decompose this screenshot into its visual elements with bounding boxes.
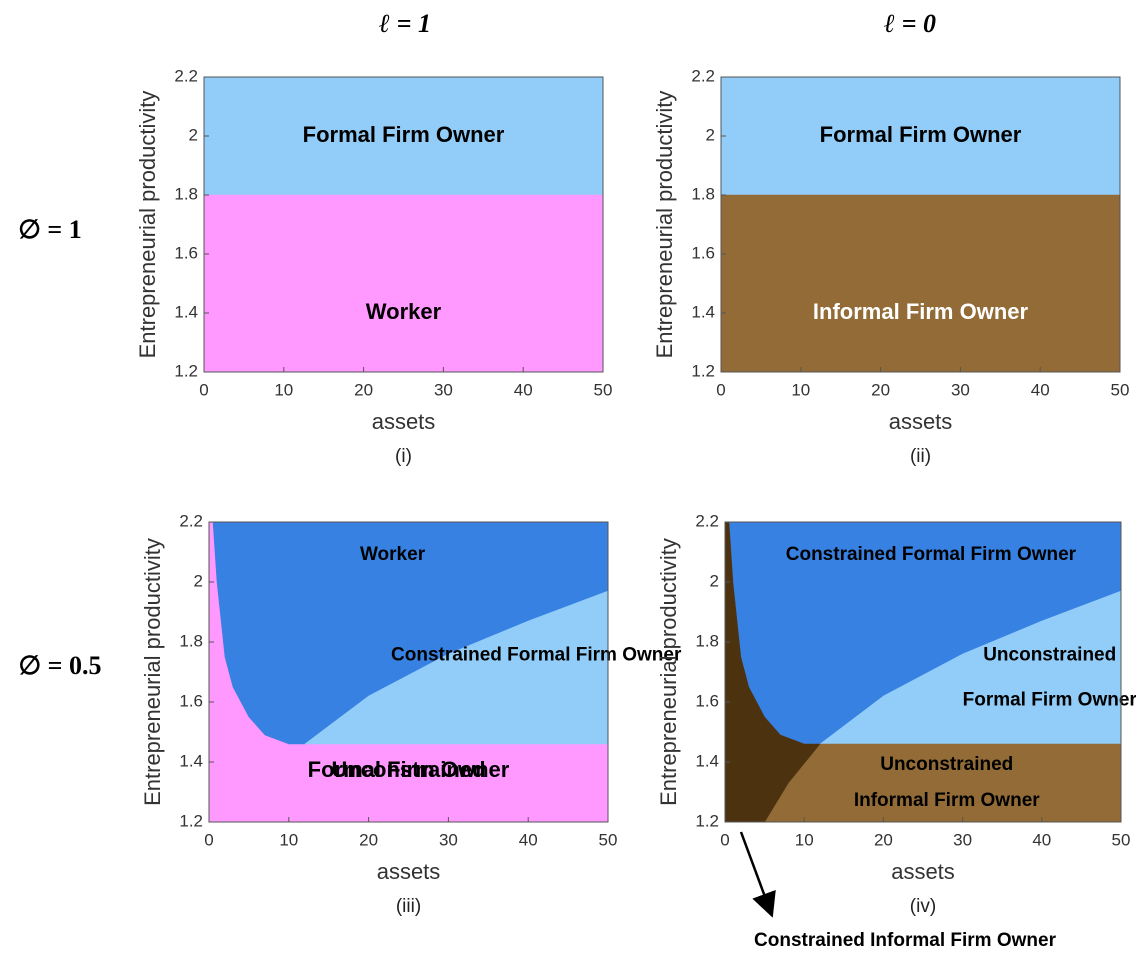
x-tick-label: 10 bbox=[791, 380, 810, 399]
x-tick-label: 20 bbox=[874, 830, 893, 849]
y-axis-label: Entrepreneurial productivity bbox=[140, 538, 165, 806]
row-label: ∅ = 0.5 bbox=[19, 651, 102, 680]
panel-caption: (iv) bbox=[910, 896, 936, 917]
y-tick-label: 1.8 bbox=[179, 631, 203, 650]
annotation-arrow bbox=[739, 831, 776, 918]
x-tick-label: 20 bbox=[359, 830, 378, 849]
plot-frame bbox=[203, 76, 604, 373]
panel-caption: (iii) bbox=[396, 896, 421, 917]
x-tick-label: 10 bbox=[795, 830, 814, 849]
region-label: Unconstrained bbox=[331, 757, 485, 782]
x-tick-label: 0 bbox=[204, 830, 213, 849]
x-tick-label: 50 bbox=[1112, 830, 1131, 849]
y-tick-label: 1.2 bbox=[174, 361, 198, 380]
x-axis-label: assets bbox=[372, 409, 436, 434]
region-label: Formal Firm Owner bbox=[820, 122, 1022, 147]
x-tick-label: 40 bbox=[519, 830, 538, 849]
y-tick-label: 2 bbox=[706, 125, 715, 144]
x-tick-label: 30 bbox=[953, 830, 972, 849]
y-tick-label: 1.4 bbox=[179, 751, 203, 770]
y-axis-label: Entrepreneurial productivity bbox=[135, 91, 160, 359]
x-tick-label: 40 bbox=[1031, 380, 1050, 399]
region-label: Unconstrained bbox=[880, 754, 1013, 775]
x-tick-label: 20 bbox=[354, 380, 373, 399]
plot-frame bbox=[208, 521, 609, 823]
plot-frame bbox=[724, 521, 1122, 823]
y-tick-label: 2 bbox=[710, 571, 719, 590]
y-tick-label: 2 bbox=[189, 125, 198, 144]
region-label: Worker bbox=[360, 544, 426, 565]
x-tick-label: 10 bbox=[274, 380, 293, 399]
region-label: Unconstrained bbox=[983, 645, 1116, 666]
plot-frame bbox=[720, 76, 1121, 373]
y-tick-label: 2.2 bbox=[691, 66, 715, 85]
x-tick-label: 40 bbox=[1032, 830, 1051, 849]
x-tick-label: 40 bbox=[514, 380, 533, 399]
x-tick-label: 10 bbox=[279, 830, 298, 849]
column-label: ℓ = 0 bbox=[884, 9, 936, 38]
y-tick-label: 1.2 bbox=[691, 361, 715, 380]
x-axis-label: assets bbox=[891, 859, 955, 884]
panel-caption: (i) bbox=[395, 446, 412, 467]
y-tick-label: 1.8 bbox=[691, 184, 715, 203]
y-tick-label: 1.4 bbox=[691, 302, 715, 321]
x-tick-label: 0 bbox=[199, 380, 208, 399]
y-tick-label: 1.2 bbox=[695, 811, 719, 830]
y-tick-label: 2.2 bbox=[174, 66, 198, 85]
y-tick-label: 1.2 bbox=[179, 811, 203, 830]
y-tick-label: 2.2 bbox=[695, 511, 719, 530]
region-label: Constrained Formal Firm Owner bbox=[391, 645, 682, 666]
y-tick-label: 1.6 bbox=[179, 691, 203, 710]
x-axis-label: assets bbox=[889, 409, 953, 434]
x-tick-label: 30 bbox=[951, 380, 970, 399]
column-label: ℓ = 1 bbox=[379, 9, 431, 38]
y-axis-label: Entrepreneurial productivity bbox=[656, 538, 681, 806]
annotation: Constrained Informal Firm Owner bbox=[754, 930, 1057, 951]
region-label: Formal Firm Owner bbox=[308, 757, 510, 782]
y-tick-label: 1.8 bbox=[695, 631, 719, 650]
x-tick-label: 30 bbox=[439, 830, 458, 849]
region-label: Formal Firm Owner bbox=[303, 122, 505, 147]
region-label: Constrained Formal Firm Owner bbox=[786, 544, 1077, 565]
x-tick-label: 0 bbox=[720, 830, 729, 849]
y-tick-label: 1.8 bbox=[174, 184, 198, 203]
region-label: Worker bbox=[366, 299, 442, 324]
y-tick-label: 2 bbox=[194, 571, 203, 590]
region bbox=[203, 194, 604, 373]
y-tick-label: 1.6 bbox=[691, 243, 715, 262]
region bbox=[720, 194, 1121, 373]
panel-caption: (ii) bbox=[910, 446, 931, 467]
x-axis-label: assets bbox=[377, 859, 441, 884]
x-tick-label: 50 bbox=[1111, 380, 1130, 399]
region-label: Informal Firm Owner bbox=[854, 790, 1040, 811]
row-label: ∅ = 1 bbox=[18, 215, 81, 244]
y-tick-label: 1.6 bbox=[174, 243, 198, 262]
y-tick-label: 1.6 bbox=[695, 691, 719, 710]
x-tick-label: 20 bbox=[871, 380, 890, 399]
region-label: Informal Firm Owner bbox=[813, 299, 1029, 324]
region-label: Formal Firm Owner bbox=[963, 690, 1136, 711]
x-tick-label: 50 bbox=[594, 380, 613, 399]
y-tick-label: 2.2 bbox=[179, 511, 203, 530]
y-axis-label: Entrepreneurial productivity bbox=[652, 91, 677, 359]
x-tick-label: 50 bbox=[599, 830, 618, 849]
y-tick-label: 1.4 bbox=[695, 751, 719, 770]
x-tick-label: 0 bbox=[716, 380, 725, 399]
x-tick-label: 30 bbox=[434, 380, 453, 399]
y-tick-label: 1.4 bbox=[174, 302, 198, 321]
